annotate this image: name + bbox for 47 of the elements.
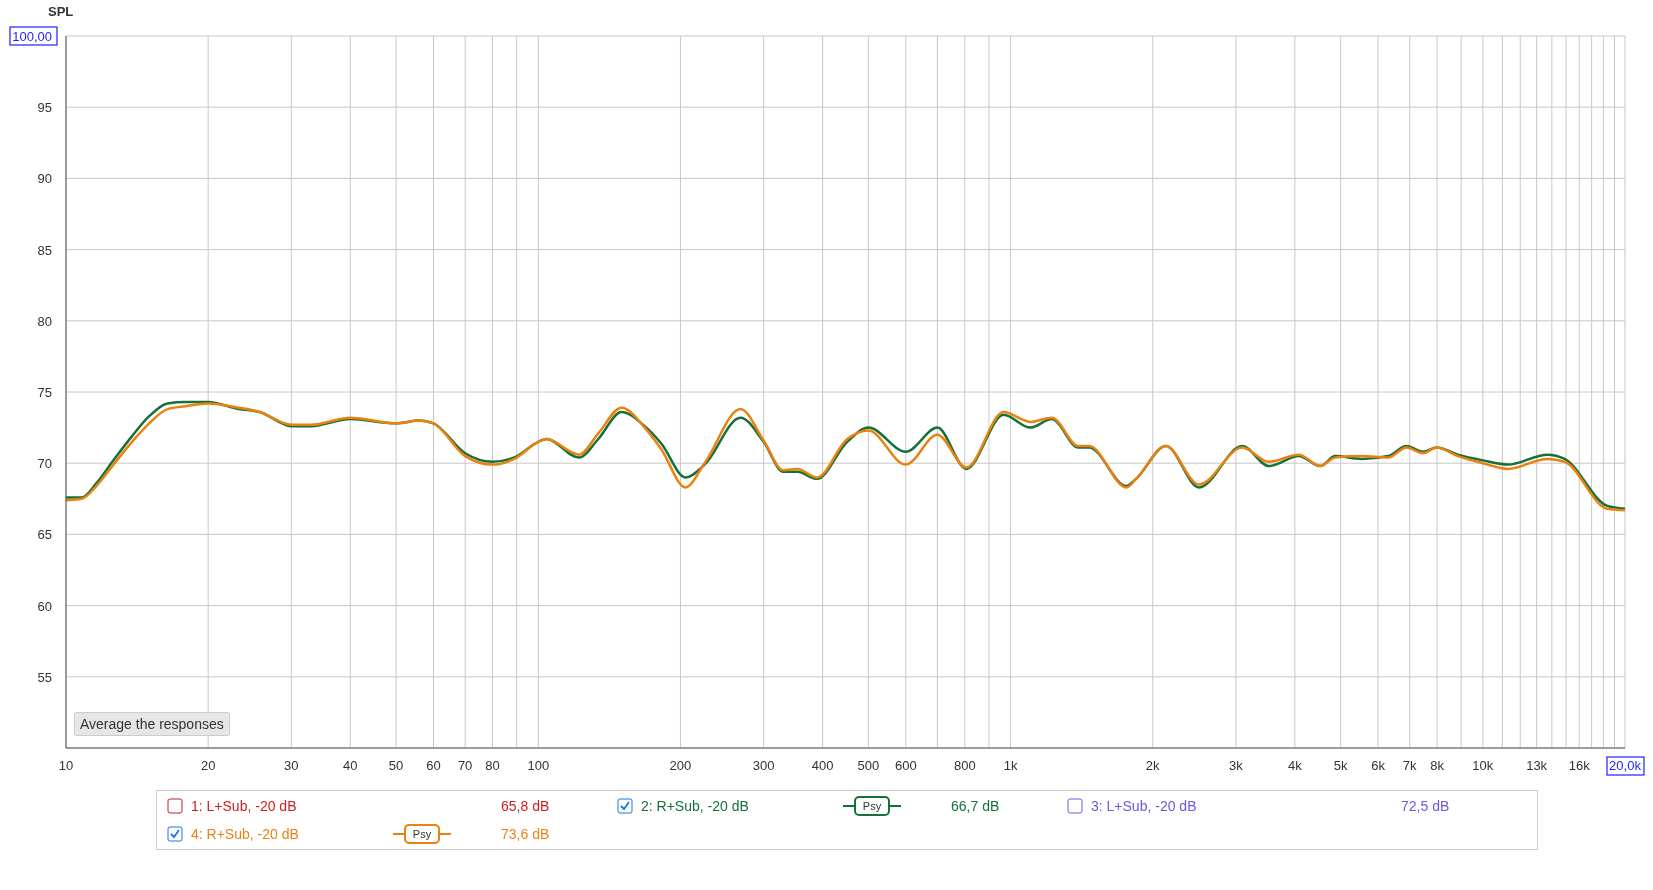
x-tick-label: 10k — [1472, 758, 1494, 773]
x-tick-label: 30 — [284, 758, 299, 773]
text: 4: R+Sub, -20 dB — [191, 826, 300, 842]
x-tick-label: 3k — [1229, 758, 1244, 773]
text: 2: R+Sub, -20 dB — [641, 798, 750, 814]
x-tick-label: 20,0k — [1609, 758, 1642, 773]
x-tick-label: 70 — [457, 758, 473, 773]
x-tick-label: 10 — [58, 758, 74, 773]
x-tick-label: 400 — [811, 758, 834, 773]
x-tick-label: 200 — [669, 758, 692, 773]
x-tick-label: 2k — [1145, 758, 1161, 773]
x-tick-label: 7k — [1402, 758, 1418, 773]
x-tick-label: 13k — [1526, 758, 1548, 773]
x-tick-label: 300 — [752, 758, 775, 773]
x-tick-label: 600 — [894, 758, 917, 773]
x-tick-label: 5k — [1333, 758, 1349, 773]
x-tick-label: 800 — [953, 758, 976, 773]
x-tick-label: 16k — [1568, 758, 1591, 773]
x-tick-label: 100 — [527, 758, 550, 773]
x-tick-label: 80 — [485, 758, 500, 773]
x-tick-label: 6k — [1371, 758, 1386, 773]
y-tick-label: 90 — [37, 171, 52, 187]
y-tick-label: 85 — [37, 242, 52, 258]
average-button: Average the responses — [74, 712, 230, 736]
text: 65,8 dB — [501, 798, 550, 814]
y-tick-label: 95 — [37, 100, 52, 116]
y-tick-label: 75 — [37, 385, 52, 400]
y-tick-label: 100,00 — [12, 29, 52, 44]
x-tick-label: 500 — [857, 758, 880, 773]
x-tick-label: 20 — [200, 758, 216, 773]
y-tick-label: 55 — [37, 669, 52, 685]
legend-label: 1: L+Sub, -20 dB — [191, 798, 298, 814]
x-tick-label: 1k — [1003, 758, 1018, 773]
y-tick-label: 60 — [37, 598, 52, 614]
y-axis-title: SPL — [48, 4, 74, 19]
text: 73,6 dB — [501, 826, 550, 842]
y-tick-label: 65 — [37, 527, 52, 543]
x-tick-label: 40 — [343, 758, 358, 773]
x-tick-label: 8k — [1430, 758, 1445, 773]
x-tick-label: 50 — [388, 758, 404, 773]
y-tick-label: 80 — [37, 313, 52, 329]
y-tick-label: 70 — [37, 456, 52, 472]
legend-label: 3: L+Sub, -20 dB — [1091, 798, 1198, 814]
x-tick-label: 4k — [1288, 758, 1303, 773]
text: 66,7 dB — [951, 798, 1000, 814]
text: 72,5 dB — [1401, 798, 1450, 814]
x-tick-label: 60 — [426, 758, 441, 773]
